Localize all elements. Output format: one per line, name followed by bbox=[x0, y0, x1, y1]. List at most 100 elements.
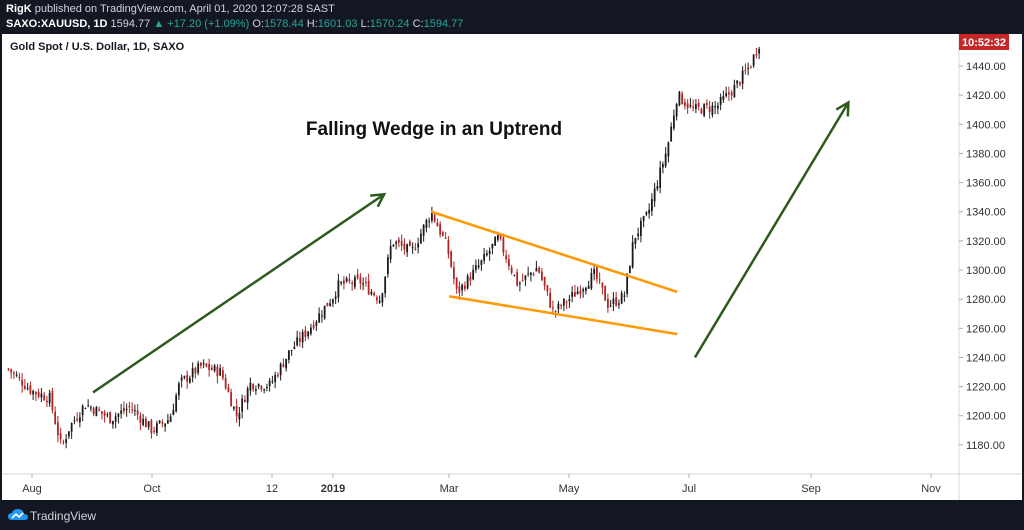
candle-body bbox=[364, 281, 367, 283]
candle-body bbox=[315, 321, 318, 326]
candle-body bbox=[516, 272, 519, 286]
candle-body bbox=[183, 376, 186, 378]
chart-annotation: Falling Wedge in an Uptrend bbox=[306, 119, 562, 140]
candle-body bbox=[133, 410, 136, 412]
y-tick-label: 1280.00 bbox=[966, 294, 1006, 306]
candle-body bbox=[604, 286, 607, 301]
candle-body bbox=[494, 237, 497, 246]
candle-body bbox=[392, 244, 395, 247]
candle-body bbox=[609, 305, 612, 307]
candle-body bbox=[408, 241, 411, 246]
x-tick-label: Oct bbox=[143, 483, 160, 495]
x-tick-label: 12 bbox=[266, 483, 278, 495]
candle-body bbox=[430, 212, 433, 221]
candle-body bbox=[312, 324, 315, 329]
candle-body bbox=[180, 377, 183, 381]
candle-body bbox=[373, 293, 376, 296]
candle-body bbox=[378, 300, 381, 303]
candle-body bbox=[348, 279, 351, 282]
wedge-upper-line bbox=[430, 210, 678, 294]
open-value: 1578.44 bbox=[263, 18, 304, 30]
candle-body bbox=[186, 374, 189, 382]
candle-body bbox=[428, 220, 431, 222]
candle-body bbox=[483, 253, 486, 261]
candle-body bbox=[485, 253, 488, 256]
candle-body bbox=[166, 420, 169, 424]
candle-body bbox=[197, 363, 200, 373]
candle-body bbox=[331, 299, 334, 304]
candle-body bbox=[703, 103, 706, 116]
candle-body bbox=[356, 274, 359, 279]
candle-body bbox=[708, 106, 711, 112]
candle-body bbox=[711, 105, 714, 115]
candle-body bbox=[568, 299, 571, 302]
candle-body bbox=[554, 310, 557, 312]
candle-body bbox=[337, 280, 340, 298]
candle-body bbox=[557, 303, 560, 310]
candle-body bbox=[527, 273, 530, 275]
x-tick-label: May bbox=[559, 483, 580, 495]
candle-body bbox=[689, 104, 692, 107]
candle-body bbox=[472, 269, 475, 280]
candle-body bbox=[21, 379, 24, 386]
tradingview-brand[interactable]: TradingView bbox=[30, 509, 97, 523]
candle-body bbox=[106, 414, 109, 416]
price-chart[interactable]: 1180.00 1200.00 1220.00 1240.00 1260.00 1280.… bbox=[2, 34, 1022, 500]
price-axis[interactable]: 1180.00 1200.00 1220.00 1240.00 1260.00 1280.… bbox=[959, 61, 1006, 452]
candle-body bbox=[45, 400, 48, 403]
countdown-timer: 10:52:32 bbox=[962, 37, 1006, 49]
candle-body bbox=[208, 363, 211, 370]
candle-body bbox=[164, 423, 167, 427]
candle-body bbox=[727, 92, 730, 95]
candle-body bbox=[606, 299, 609, 308]
trend-arrow-head bbox=[835, 100, 850, 117]
y-tick-label: 1420.00 bbox=[966, 90, 1006, 102]
candle-body bbox=[433, 214, 436, 222]
candle-body bbox=[125, 409, 128, 411]
candle-body bbox=[216, 366, 219, 377]
candle-body bbox=[254, 389, 257, 391]
time-axis[interactable]: Aug Oct 12 2019 Mar May Jul Sep Nov bbox=[22, 474, 941, 495]
candle-body bbox=[169, 416, 172, 422]
candle-body bbox=[155, 423, 158, 434]
close-label: C: bbox=[412, 18, 424, 30]
y-tick-label: 1300.00 bbox=[966, 265, 1006, 277]
candle-body bbox=[477, 265, 480, 268]
candle-body bbox=[103, 412, 106, 416]
candle-body bbox=[362, 283, 365, 285]
candle-body bbox=[538, 267, 541, 273]
candle-body bbox=[667, 142, 670, 157]
candle-body bbox=[246, 388, 249, 403]
candle-body bbox=[367, 280, 370, 295]
candle-body bbox=[274, 375, 277, 382]
falling-wedge-lines bbox=[430, 210, 678, 336]
candle-body bbox=[342, 280, 345, 284]
candle-body bbox=[612, 298, 615, 305]
candle-body bbox=[76, 418, 79, 421]
candle-body bbox=[175, 395, 178, 412]
candle-body bbox=[296, 337, 299, 346]
candle-body bbox=[447, 240, 450, 254]
candle-body bbox=[158, 420, 161, 423]
candle-body bbox=[252, 384, 255, 390]
author-name[interactable]: RigK bbox=[6, 3, 32, 15]
trend-arrow-head bbox=[370, 192, 387, 208]
candle-body bbox=[518, 283, 521, 285]
candle-body bbox=[386, 257, 389, 275]
candle-body bbox=[524, 275, 527, 280]
candle-body bbox=[439, 223, 442, 235]
candle-body bbox=[268, 380, 271, 387]
candle-body bbox=[513, 274, 516, 276]
candle-body bbox=[480, 260, 483, 266]
candle-body bbox=[230, 392, 233, 407]
trend-arrow-shaft bbox=[92, 193, 385, 394]
candle-body bbox=[54, 411, 57, 424]
chart-panel[interactable]: 1180.00 1200.00 1220.00 1240.00 1260.00 1280.… bbox=[2, 34, 1022, 500]
candle-body bbox=[744, 70, 747, 72]
candle-body bbox=[389, 246, 392, 260]
candle-body bbox=[290, 349, 293, 351]
candle-body bbox=[653, 188, 656, 202]
candle-body bbox=[543, 277, 546, 286]
candle-body bbox=[752, 54, 755, 66]
candle-body bbox=[326, 302, 329, 307]
